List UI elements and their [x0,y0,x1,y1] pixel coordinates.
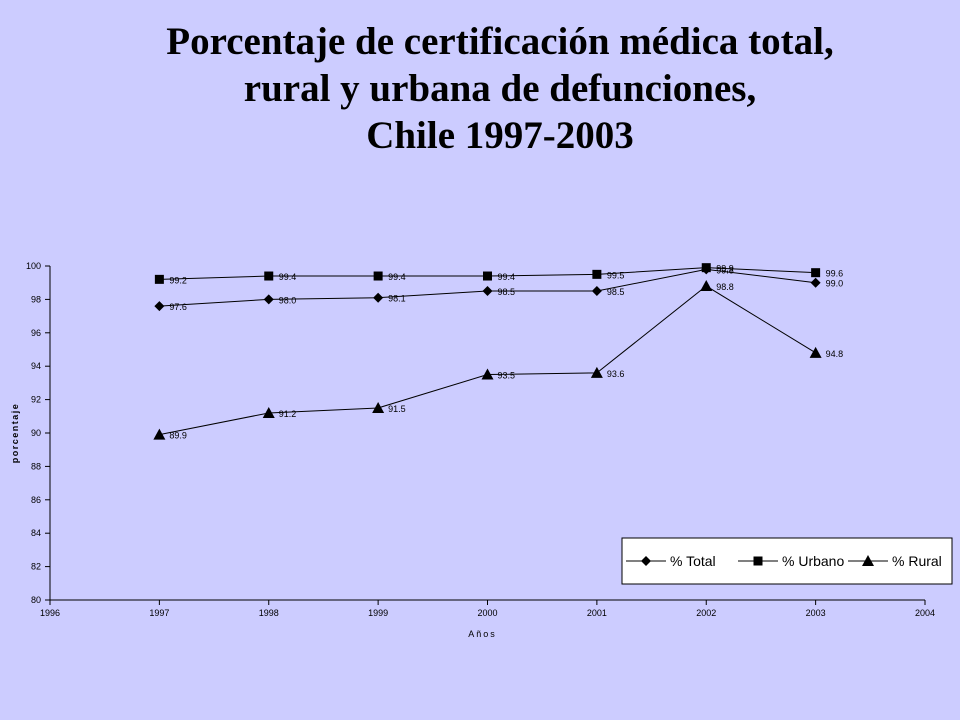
legend-label: % Urbano [782,553,844,569]
data-point [810,277,821,288]
x-tick-label: 1997 [149,608,169,618]
x-tick-label: 2001 [587,608,607,618]
data-label: 93.6 [607,369,625,379]
title-line-2: rural y urbana de defunciones, [243,67,757,110]
legend-label: % Total [670,553,716,569]
y-tick-label: 80 [31,595,41,605]
data-point [590,366,603,378]
data-label: 91.5 [388,404,406,414]
data-label: 99.2 [169,275,187,285]
data-point [700,280,713,292]
data-point [811,268,821,278]
data-label: 99.4 [279,272,297,282]
data-label: 99.6 [826,269,844,279]
data-point [154,301,165,312]
title-line-1: Porcentaje de certificación médica total… [166,20,834,63]
data-label: 99.0 [826,279,844,289]
data-label: 98.1 [388,294,406,304]
data-label: 97.6 [169,302,187,312]
data-point [481,368,494,380]
y-tick-label: 86 [31,495,41,505]
slide-title: Porcentaje de certificación médica total… [0,18,960,159]
y-axis-title: porcentaje [10,403,20,464]
data-label: 91.2 [279,409,297,419]
y-tick-label: 94 [31,361,41,371]
data-point [373,292,384,303]
series-line [159,285,816,436]
data-label: 98.5 [498,287,516,297]
data-point [263,294,274,305]
data-label: 93.5 [498,371,516,381]
y-tick-label: 100 [26,261,41,271]
x-tick-label: 1996 [40,608,60,618]
data-point [809,346,822,358]
data-point [262,406,275,418]
data-point [483,271,492,281]
data-point [373,271,383,281]
data-point [372,401,385,413]
legend-box [621,537,953,585]
data-label: 99.5 [607,270,625,280]
y-tick-label: 98 [31,294,41,304]
x-tick-label: 1999 [368,608,388,618]
legend-marker [641,556,651,566]
title-line-3: Chile 1997-2003 [366,114,634,157]
x-tick-label: 1998 [259,608,279,618]
data-label: 98.0 [279,295,297,305]
y-tick-label: 88 [31,461,41,471]
x-tick-label: 2004 [915,608,935,618]
y-tick-label: 92 [31,395,41,405]
data-point [592,269,602,279]
data-label: 89.9 [169,431,187,441]
data-label: 98.5 [607,287,625,297]
x-axis-title: Años [468,629,497,639]
data-point [482,286,493,297]
data-label: 99.9 [716,264,734,274]
x-tick-label: 2002 [696,608,716,618]
x-tick-label: 2000 [477,608,497,618]
data-point [153,428,166,440]
data-label: 99.4 [498,272,516,282]
data-point [701,263,711,273]
y-tick-label: 82 [31,562,41,572]
data-label: 99.8 [716,265,734,275]
data-point [264,271,274,281]
data-label: 94.8 [826,349,844,359]
data-point [154,274,164,284]
x-tick-label: 2003 [806,608,826,618]
y-tick-label: 90 [31,428,41,438]
data-label: 98.8 [716,282,734,292]
y-tick-label: 96 [31,328,41,338]
data-point [591,286,602,297]
legend-marker [753,556,763,566]
legend-label: % Rural [892,553,942,569]
y-tick-label: 84 [31,528,41,538]
data-label: 99.4 [388,272,406,282]
legend-marker [862,555,874,566]
